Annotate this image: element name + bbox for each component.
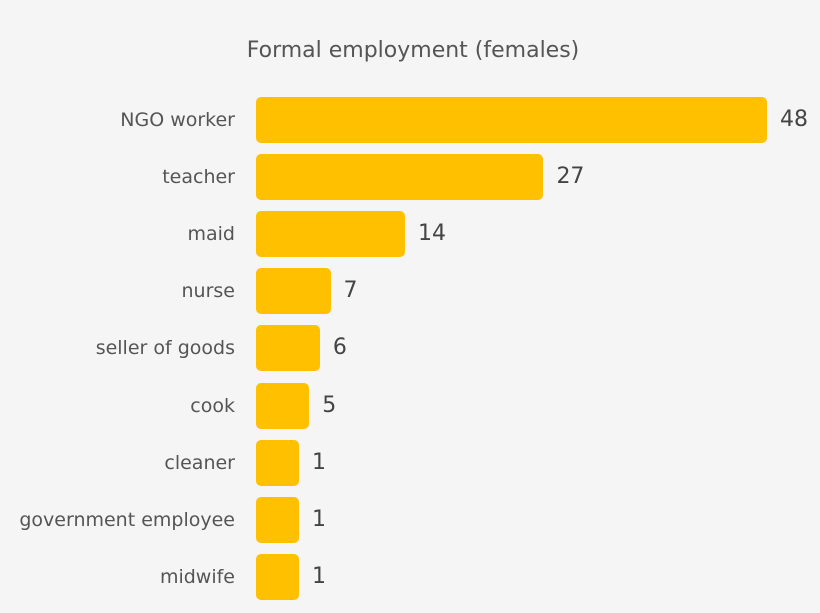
value-label: 14: [418, 221, 447, 247]
bar-row: seller of goods 6: [0, 325, 820, 372]
bar: [256, 154, 544, 201]
category-label: nurse: [181, 280, 235, 303]
bar-row: maid 14: [0, 211, 820, 258]
bar-row: cleaner 1: [0, 439, 820, 486]
category-label: seller of goods: [95, 337, 235, 360]
category-label: cook: [190, 394, 235, 417]
bar-row: NGO worker 48: [0, 97, 820, 143]
value-label: 48: [780, 107, 808, 132]
bar: [256, 439, 299, 486]
bar: [256, 496, 299, 543]
value-label: 7: [343, 278, 358, 304]
bar-row: nurse 7: [0, 268, 820, 315]
category-label: teacher: [162, 166, 235, 189]
value-label: 6: [332, 335, 347, 361]
bar: [256, 553, 299, 600]
category-label: government employee: [19, 508, 235, 531]
category-label: midwife: [159, 565, 235, 588]
bar: [256, 211, 406, 258]
bar: [256, 97, 767, 143]
value-label: 1: [312, 563, 326, 589]
category-label: NGO worker: [120, 109, 235, 131]
value-label: 5: [322, 392, 337, 418]
value-label: 1: [312, 449, 326, 475]
bar-row: teacher 27: [0, 154, 820, 201]
chart-title: Formal employment (females): [246, 38, 580, 63]
bar-row: cook 5: [0, 382, 820, 429]
value-label: 1: [312, 506, 326, 532]
bar-row: midwife 1: [0, 553, 820, 600]
bar: [256, 268, 331, 315]
category-label: maid: [187, 223, 236, 246]
bar: [256, 325, 320, 372]
value-label: 27: [556, 164, 585, 190]
category-label: cleaner: [164, 451, 235, 474]
bar-row: government employee 1: [0, 496, 820, 543]
bar: [256, 382, 310, 429]
